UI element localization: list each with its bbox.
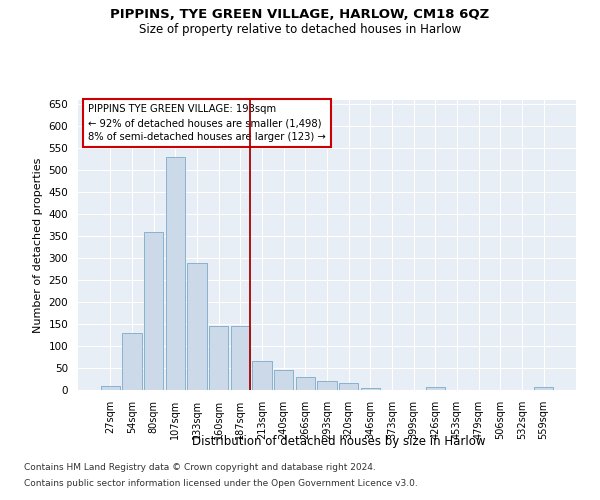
Bar — [317, 381, 337, 390]
Bar — [187, 262, 207, 390]
Bar — [274, 370, 293, 390]
Bar — [230, 326, 250, 390]
Text: PIPPINS TYE GREEN VILLAGE: 193sqm
← 92% of detached houses are smaller (1,498)
8: PIPPINS TYE GREEN VILLAGE: 193sqm ← 92% … — [88, 104, 326, 142]
Bar — [122, 333, 142, 390]
Text: Distribution of detached houses by size in Harlow: Distribution of detached houses by size … — [192, 435, 486, 448]
Bar — [252, 362, 272, 390]
Text: Contains HM Land Registry data © Crown copyright and database right 2024.: Contains HM Land Registry data © Crown c… — [24, 464, 376, 472]
Bar — [209, 326, 229, 390]
Y-axis label: Number of detached properties: Number of detached properties — [33, 158, 43, 332]
Text: Contains public sector information licensed under the Open Government Licence v3: Contains public sector information licen… — [24, 478, 418, 488]
Text: PIPPINS, TYE GREEN VILLAGE, HARLOW, CM18 6QZ: PIPPINS, TYE GREEN VILLAGE, HARLOW, CM18… — [110, 8, 490, 20]
Bar — [361, 388, 380, 390]
Bar — [166, 157, 185, 390]
Bar — [144, 232, 163, 390]
Text: Size of property relative to detached houses in Harlow: Size of property relative to detached ho… — [139, 22, 461, 36]
Bar — [339, 384, 358, 390]
Bar — [425, 387, 445, 390]
Bar — [296, 377, 315, 390]
Bar — [101, 386, 120, 390]
Bar — [534, 387, 553, 390]
